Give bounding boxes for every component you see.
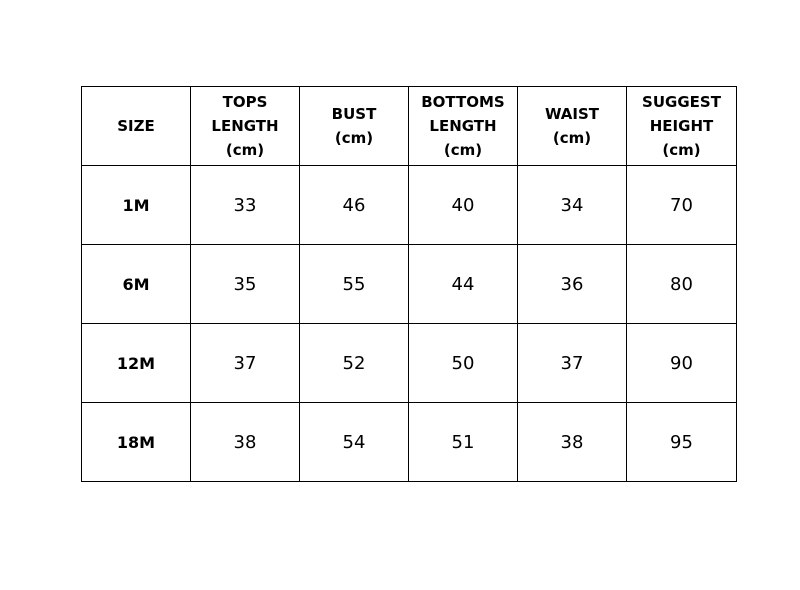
header-waist-line: WAIST — [544, 105, 600, 123]
tops-length-cell: 33 — [190, 165, 300, 245]
header-bottoms-length-line: LENGTH — [429, 117, 497, 135]
header-tops-length-line: LENGTH — [211, 117, 279, 135]
header-bust-line: BUST — [331, 105, 377, 123]
bottoms-length-cell: 40 — [408, 165, 518, 245]
bottoms-length-cell: 44 — [408, 244, 518, 324]
bottoms-length-cell: 51 — [408, 402, 518, 482]
table-row: 6M 35 55 44 36 80 — [81, 244, 737, 324]
size-chart-table: SIZE TOPS LENGTH (cm) BUST (cm) BOTTOMS … — [81, 86, 737, 482]
size-cell: 1M — [81, 165, 191, 245]
header-bottoms-length-unit: (cm) — [443, 141, 483, 159]
header-tops-length-unit: (cm) — [225, 141, 265, 159]
header-suggest-height: SUGGEST HEIGHT (cm) — [626, 86, 737, 166]
suggest-height-cell: 80 — [626, 244, 737, 324]
header-tops-length: TOPS LENGTH (cm) — [190, 86, 300, 166]
tops-length-cell: 35 — [190, 244, 300, 324]
header-bust: BUST (cm) — [299, 86, 409, 166]
suggest-height-cell: 70 — [626, 165, 737, 245]
table-row: 12M 37 52 50 37 90 — [81, 323, 737, 403]
table-row: 1M 33 46 40 34 70 — [81, 165, 737, 245]
suggest-height-cell: 90 — [626, 323, 737, 403]
header-bust-unit: (cm) — [334, 129, 374, 147]
header-tops-length-line: TOPS — [222, 93, 268, 111]
bottoms-length-cell: 50 — [408, 323, 518, 403]
waist-cell: 38 — [517, 402, 627, 482]
header-row: SIZE TOPS LENGTH (cm) BUST (cm) BOTTOMS … — [81, 86, 737, 166]
size-cell: 6M — [81, 244, 191, 324]
bust-cell: 55 — [299, 244, 409, 324]
bust-cell: 52 — [299, 323, 409, 403]
tops-length-cell: 37 — [190, 323, 300, 403]
waist-cell: 34 — [517, 165, 627, 245]
table-row: 18M 38 54 51 38 95 — [81, 402, 737, 482]
header-suggest-height-unit: (cm) — [662, 141, 701, 159]
header-waist-unit: (cm) — [552, 129, 592, 147]
waist-cell: 37 — [517, 323, 627, 403]
header-suggest-height-line: SUGGEST — [642, 93, 721, 111]
header-size: SIZE — [81, 86, 191, 166]
suggest-height-cell: 95 — [626, 402, 737, 482]
size-cell: 18M — [81, 402, 191, 482]
header-waist: WAIST (cm) — [517, 86, 627, 166]
header-size-line: SIZE — [117, 117, 155, 135]
waist-cell: 36 — [517, 244, 627, 324]
header-suggest-height-line: HEIGHT — [649, 117, 714, 135]
tops-length-cell: 38 — [190, 402, 300, 482]
size-cell: 12M — [81, 323, 191, 403]
header-bottoms-length: BOTTOMS LENGTH (cm) — [408, 86, 518, 166]
bust-cell: 46 — [299, 165, 409, 245]
bust-cell: 54 — [299, 402, 409, 482]
header-bottoms-length-line: BOTTOMS — [421, 93, 505, 111]
